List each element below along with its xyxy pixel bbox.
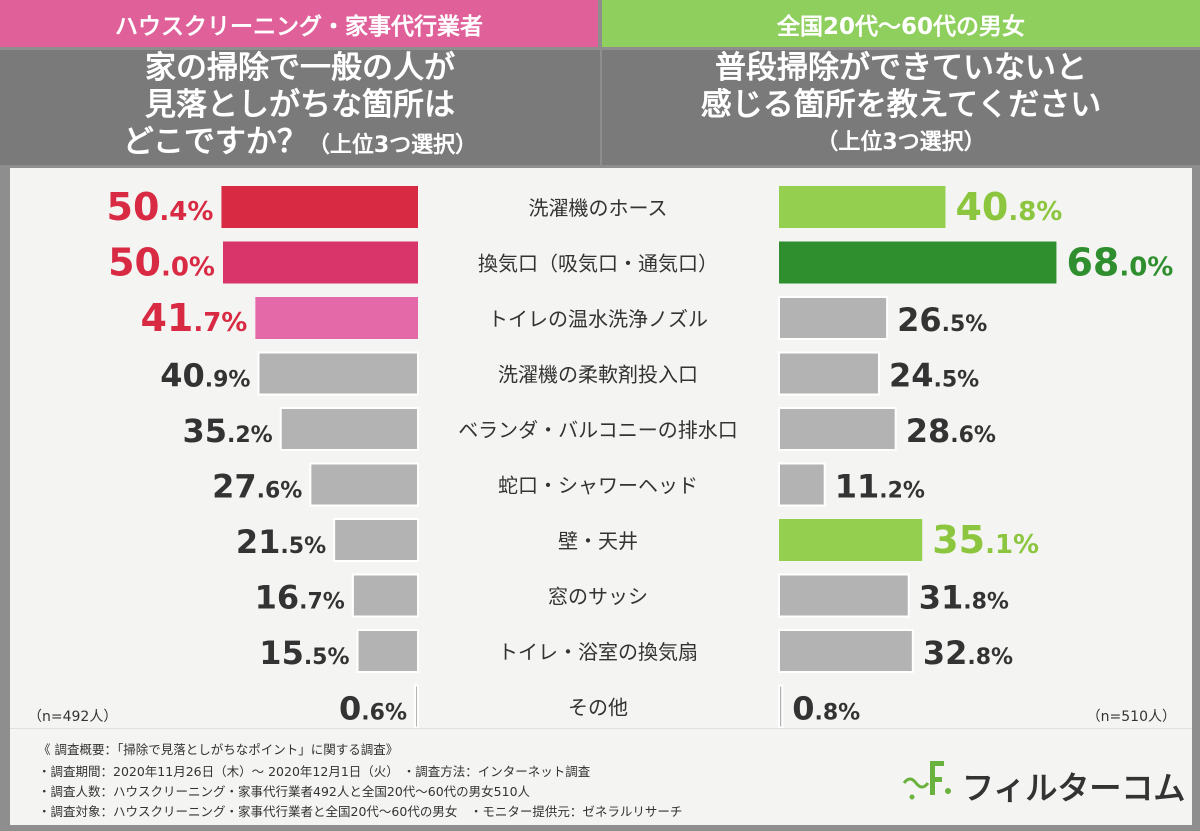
- bar-right-3: [778, 351, 880, 396]
- value-label-left-7: 16.7%: [255, 579, 345, 617]
- filtercom-logo: フィルターコム: [900, 753, 1185, 813]
- value-label-right-1: 68.0%: [1066, 241, 1173, 285]
- chart-panel: 50.4% 40.8% 洗濯機のホース 50.0% 68.0% 換気口（吸気口・通気口） 4…: [10, 168, 1192, 728]
- category-label-7: 窓のサッシ: [548, 585, 648, 609]
- value-label-right-9: 0.8%: [792, 690, 860, 728]
- question-left-line-1: 家の掃除で一般の人が: [145, 50, 455, 86]
- bar-right-5: [778, 462, 826, 507]
- sample-size-right: （n=510人）: [1087, 709, 1176, 725]
- bar-left-8: [356, 629, 419, 673]
- bar-right-4: [778, 407, 897, 451]
- category-label-9: その他: [568, 696, 628, 720]
- survey-target: ・調査対象：ハウスクリーニング・家事代行業者と全国20代〜60代の男女 ・モニタ…: [38, 804, 683, 819]
- bar-right-7: [778, 573, 910, 618]
- value-label-left-5: 27.6%: [212, 468, 302, 506]
- value-label-right-6: 35.1%: [932, 518, 1039, 562]
- question-right-sub: （上位3つ選択）: [816, 130, 986, 155]
- value-label-left-0: 50.4%: [107, 185, 214, 229]
- category-label-4: ベランダ・バルコニーの排水口: [458, 418, 738, 442]
- value-label-left-2: 41.7%: [140, 296, 247, 340]
- value-label-right-2: 26.5%: [897, 301, 987, 339]
- bar-right-8: [778, 629, 914, 673]
- logo-mark-icon: [902, 761, 951, 800]
- value-label-left-1: 50.0%: [108, 241, 215, 285]
- bar-left-1: [223, 241, 418, 284]
- header-right: 全国20代〜60代の男女: [602, 0, 1200, 47]
- bar-left-9: [414, 684, 419, 728]
- survey-title: 《 調査概要：「掃除で見落としがちなポイント」に関する調査》: [38, 742, 399, 757]
- bar-left-5: [309, 462, 419, 507]
- bar-left-3: [257, 351, 419, 396]
- bar-right-1: [779, 241, 1057, 284]
- value-label-right-7: 31.8%: [919, 579, 1009, 617]
- survey-count: ・調査人数：ハウスクリーニング・家事代行業者492人と全国20代〜60代の男女5…: [38, 784, 531, 799]
- bar-left-7: [351, 573, 419, 618]
- question-left-sub: （上位3つ選択）: [307, 133, 478, 158]
- value-label-right-0: 40.8%: [955, 185, 1062, 229]
- value-label-right-5: 11.2%: [835, 468, 925, 506]
- value-label-left-3: 40.9%: [160, 357, 250, 395]
- survey-period: ・調査期間：2020年11月26日（木）〜 2020年12月1日（火） ・調査方…: [38, 764, 591, 779]
- category-label-2: トイレの温水洗浄ノズル: [488, 307, 708, 331]
- bar-left-6: [333, 518, 419, 562]
- question-left: 家の掃除で一般の人が 見落としがちな箇所は どこですか？（上位3つ選択）: [0, 50, 600, 165]
- value-label-left-6: 21.5%: [236, 523, 326, 561]
- question-right-line-2: 感じる箇所を教えてください: [700, 87, 1102, 123]
- bar-right-9: [778, 684, 784, 728]
- value-label-left-9: 0.6%: [339, 690, 407, 728]
- category-label-6: 壁・天井: [558, 529, 638, 553]
- category-label-8: トイレ・浴室の換気扇: [498, 640, 698, 664]
- question-right-line-1: 普段掃除ができていないと: [715, 50, 1087, 86]
- value-label-right-3: 24.5%: [889, 357, 979, 395]
- question-left-line-2: 見落としがちな箇所は: [145, 87, 455, 123]
- question-left-line-3-text: どこですか？: [122, 124, 308, 160]
- value-label-left-8: 15.5%: [259, 634, 349, 672]
- category-label-0: 洗濯機のホース: [529, 196, 668, 220]
- bar-left-0: [221, 186, 418, 228]
- value-label-left-4: 35.2%: [182, 412, 272, 450]
- category-label-1: 換気口（吸気口・通気口）: [478, 252, 718, 276]
- question-left-line-3: どこですか？（上位3つ選択）: [0, 124, 600, 164]
- butterfly-bar-chart: 50.4% 40.8% 洗濯機のホース 50.0% 68.0% 換気口（吸気口・通気口） 4…: [28, 185, 1176, 728]
- survey-footer: 《 調査概要：「掃除で見落としがちなポイント」に関する調査》 ・調査期間：202…: [10, 728, 1192, 825]
- value-label-right-8: 32.8%: [923, 634, 1013, 672]
- category-label-3: 洗濯機の柔軟剤投入口: [498, 363, 698, 387]
- bar-left-2: [255, 297, 418, 339]
- sample-size-left: （n=492人）: [28, 709, 117, 725]
- value-label-right-4: 28.6%: [906, 412, 996, 450]
- bar-left-4: [279, 407, 419, 451]
- question-right: 普段掃除ができていないと 感じる箇所を教えてください （上位3つ選択）: [602, 50, 1200, 165]
- header-left: ハウスクリーニング・家事代行業者: [0, 0, 598, 47]
- bar-right-0: [779, 186, 946, 228]
- category-label-5: 蛇口・シャワーヘッド: [498, 474, 698, 498]
- bar-right-2: [778, 296, 889, 340]
- logo-text: フィルターコム: [962, 769, 1186, 807]
- bar-right-6: [779, 519, 923, 561]
